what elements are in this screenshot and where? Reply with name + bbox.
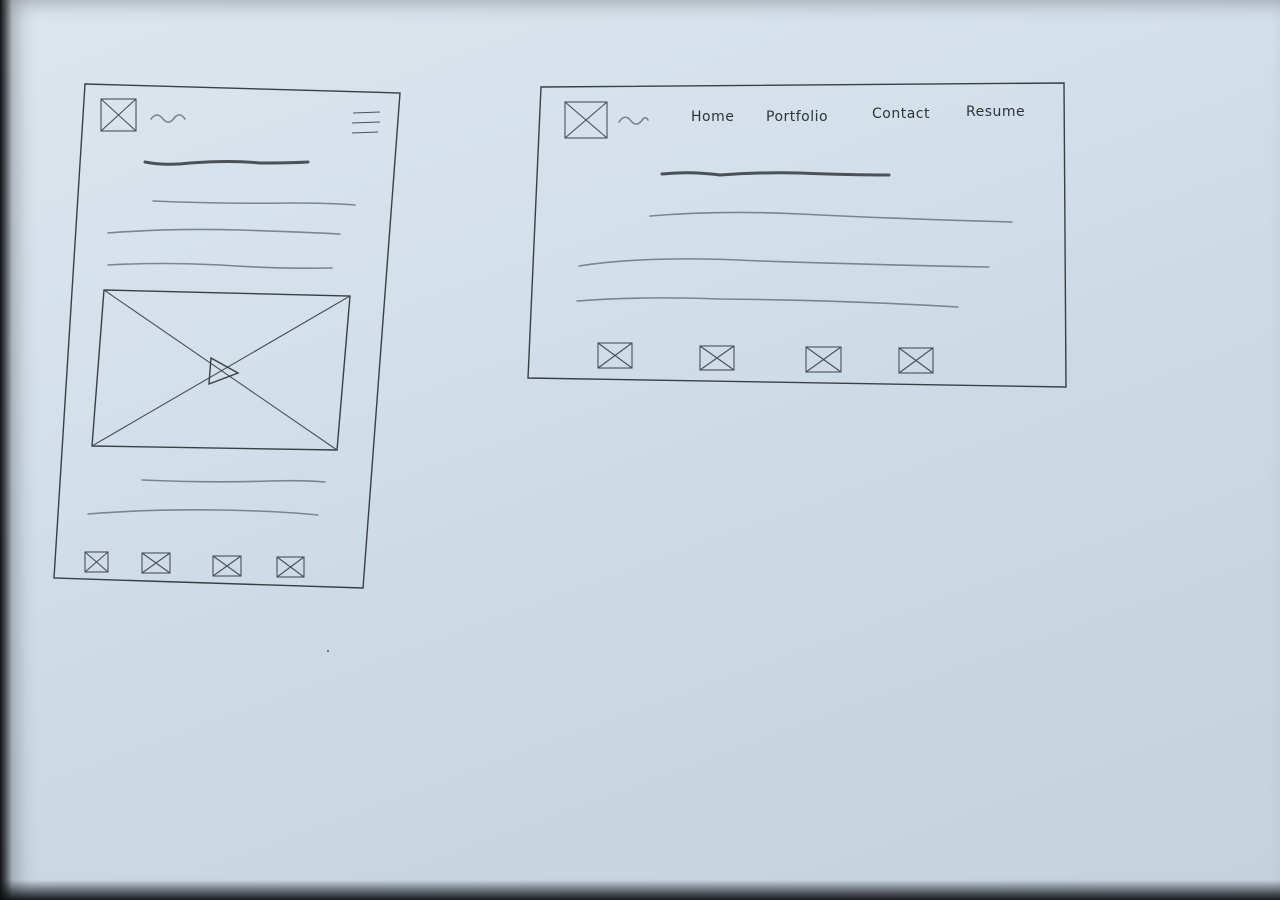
desktop-footer-icon[interactable] (898, 347, 934, 374)
mobile-caption-line (141, 479, 326, 483)
desktop-headline-squiggle (660, 171, 891, 177)
mobile-text-line (107, 262, 333, 269)
play-icon[interactable] (208, 356, 240, 386)
desktop-text-line (578, 258, 990, 268)
mobile-logo-icon (100, 98, 137, 132)
mobile-footer-icon[interactable] (84, 551, 109, 573)
mobile-headline-squiggle (143, 160, 310, 166)
nav-item-resume[interactable]: Resume (966, 104, 1025, 120)
hamburger-menu-icon[interactable] (351, 111, 381, 134)
paper-edge-shadow (0, 0, 12, 900)
desktop-subtitle-line (649, 211, 1013, 223)
mobile-wireframe (53, 83, 401, 589)
nav-item-home[interactable]: Home (691, 109, 734, 125)
desktop-frame (527, 82, 1067, 388)
mobile-footer-icon[interactable] (276, 556, 305, 578)
desktop-text-line (576, 297, 959, 308)
nav-item-portfolio[interactable]: Portfolio (766, 109, 828, 125)
desktop-footer-icon[interactable] (597, 342, 633, 369)
desktop-logo-text-squiggle (618, 116, 649, 125)
desktop-wireframe: Home Portfolio Contact Resume (527, 82, 1067, 388)
paper-bottom-shadow (0, 880, 1280, 900)
mobile-footer-icon[interactable] (141, 552, 171, 574)
desktop-footer-icon[interactable] (805, 346, 842, 373)
mobile-frame (53, 83, 401, 589)
nav-item-contact[interactable]: Contact (872, 106, 930, 122)
mobile-footer-icon[interactable] (212, 555, 242, 577)
pencil-dot (327, 650, 329, 652)
mobile-logo-text-squiggle (150, 114, 186, 123)
desktop-footer-icon[interactable] (699, 345, 735, 371)
desktop-logo-icon (564, 101, 608, 139)
mobile-caption-line (87, 509, 319, 516)
mobile-video-placeholder[interactable] (91, 289, 351, 451)
mobile-text-line (107, 228, 341, 235)
desktop-nav: Home Portfolio Contact Resume (691, 104, 1025, 125)
mobile-subtitle-line (152, 200, 356, 206)
